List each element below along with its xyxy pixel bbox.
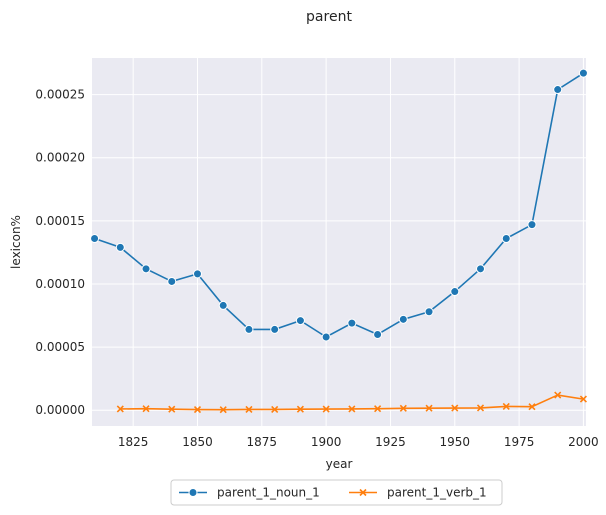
y-axis-label: lexicon% — [9, 215, 23, 269]
data-point — [553, 85, 563, 95]
data-point — [451, 404, 459, 412]
x-tick-label: 1975 — [504, 435, 535, 449]
data-point — [245, 405, 253, 414]
legend-label: parent_1_noun_1 — [217, 486, 320, 500]
data-point — [424, 307, 434, 317]
x-tick-label: 1950 — [440, 435, 471, 449]
data-point — [579, 395, 587, 403]
data-point — [374, 405, 382, 413]
data-point — [399, 404, 407, 412]
x-tick-label: 1875 — [247, 435, 278, 449]
data-point — [554, 391, 562, 399]
y-axis: 0.00000 0.00005 0.00010 0.00015 0.00020 0.000… — [35, 88, 85, 418]
data-point — [476, 404, 485, 412]
legend-label: parent_1_verb_1 — [387, 486, 487, 500]
data-point — [527, 220, 537, 230]
data-point — [347, 318, 357, 328]
data-point — [476, 264, 486, 274]
x-tick-label: 2000 — [568, 435, 599, 449]
data-point — [322, 405, 330, 413]
series-layer — [90, 68, 588, 414]
data-point — [244, 324, 254, 334]
x-tick-label: 1825 — [118, 435, 149, 449]
data-point — [167, 276, 177, 286]
data-point — [271, 405, 279, 414]
data-point — [142, 405, 150, 413]
x-axis: 1825 1850 1875 1900 1925 1950 1975 2000 — [118, 435, 599, 449]
data-point — [501, 234, 511, 244]
data-point — [348, 405, 356, 413]
x-tick-label: 1925 — [375, 435, 406, 449]
data-point — [141, 264, 151, 274]
legend-box — [170, 479, 503, 506]
y-tick-label: 0.00005 — [35, 340, 85, 354]
data-point — [321, 332, 331, 342]
x-axis-label: year — [326, 457, 353, 471]
legend-marker — [188, 488, 198, 497]
data-point — [116, 405, 124, 413]
data-point — [168, 405, 176, 413]
data-point — [450, 287, 460, 297]
y-tick-label: 0.00000 — [35, 403, 85, 417]
y-tick-label: 0.00020 — [35, 151, 85, 165]
x-tick-label: 1850 — [182, 435, 213, 449]
x-tick-label: 1900 — [311, 435, 342, 449]
y-tick-label: 0.00025 — [35, 88, 85, 102]
legend-marker — [359, 488, 367, 497]
y-tick-label: 0.00010 — [35, 277, 85, 291]
data-point — [373, 329, 383, 339]
plot-area — [92, 58, 586, 426]
data-point — [398, 314, 408, 324]
data-point — [296, 405, 304, 413]
data-point — [192, 269, 202, 279]
data-point — [578, 68, 588, 78]
data-point — [193, 406, 202, 414]
legend-item: parent_1_verb_1 — [349, 486, 487, 500]
legend-item: parent_1_noun_1 — [179, 486, 320, 500]
data-point — [425, 404, 433, 412]
data-point — [90, 234, 100, 244]
data-point — [219, 406, 227, 414]
y-tick-label: 0.00015 — [35, 214, 85, 228]
data-point — [218, 300, 228, 310]
series-parent_1_noun_1 — [90, 68, 588, 342]
data-point — [270, 324, 280, 334]
data-point — [502, 402, 510, 410]
data-point — [295, 316, 305, 326]
chart-title: parent — [306, 9, 352, 25]
data-point — [528, 403, 536, 411]
series-parent_1_verb_1 — [116, 391, 587, 414]
data-point — [115, 242, 125, 252]
legend: parent_1_noun_1 parent_1_verb_1 — [170, 479, 503, 506]
